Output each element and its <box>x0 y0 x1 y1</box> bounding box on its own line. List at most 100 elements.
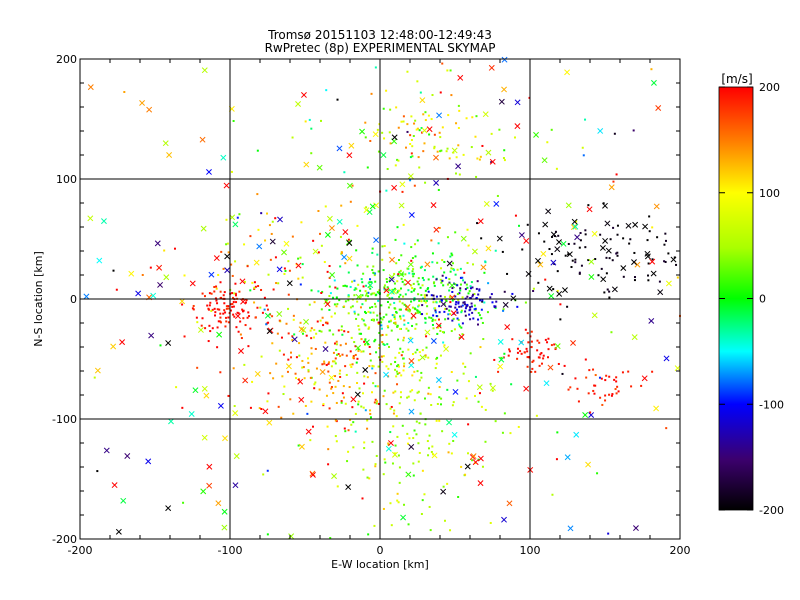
data-point-cross <box>366 209 373 216</box>
data-point <box>412 289 415 292</box>
data-point-cross <box>604 220 611 227</box>
data-point <box>419 412 422 415</box>
data-point <box>445 276 448 279</box>
data-point <box>481 300 484 303</box>
data-point-cross <box>410 312 417 319</box>
data-point <box>362 319 365 322</box>
data-point <box>443 310 446 313</box>
data-point <box>375 293 378 296</box>
data-point <box>402 339 405 342</box>
data-point-cross <box>328 374 335 381</box>
data-point-cross <box>497 363 504 370</box>
data-point <box>405 305 408 308</box>
data-point-cross <box>286 280 293 287</box>
data-point <box>220 250 223 253</box>
data-point <box>538 364 541 367</box>
data-point <box>334 357 337 360</box>
data-point <box>399 317 402 320</box>
data-point <box>272 377 275 380</box>
data-point <box>443 344 446 347</box>
data-point <box>501 250 504 253</box>
data-point <box>314 381 317 384</box>
data-point <box>357 403 360 406</box>
data-point <box>369 287 372 290</box>
data-point <box>431 261 434 264</box>
data-point <box>310 127 313 130</box>
data-point <box>112 269 115 272</box>
data-point <box>336 353 339 356</box>
data-point <box>582 154 585 157</box>
data-point <box>367 310 370 313</box>
data-point-cross <box>216 331 223 338</box>
data-point-cross <box>648 317 655 324</box>
data-point <box>395 375 398 378</box>
data-point <box>478 289 481 292</box>
data-point-cross <box>346 152 353 159</box>
data-point <box>526 365 529 368</box>
data-point-cross <box>96 257 103 264</box>
data-point <box>438 386 441 389</box>
data-point <box>301 332 304 335</box>
data-point <box>461 304 464 307</box>
data-point <box>366 166 369 169</box>
data-point <box>418 166 421 169</box>
data-point <box>435 295 438 298</box>
data-point <box>403 319 406 322</box>
data-point <box>230 263 233 266</box>
data-point <box>464 473 467 476</box>
data-point-cross <box>203 392 210 399</box>
data-point <box>573 242 576 245</box>
data-point <box>383 389 386 392</box>
data-point <box>438 311 441 314</box>
data-point <box>613 132 616 135</box>
data-point <box>289 351 292 354</box>
data-point <box>234 292 237 295</box>
data-point <box>454 303 457 306</box>
data-point <box>341 392 344 395</box>
data-point <box>457 144 460 147</box>
y-tick-label: 200 <box>56 53 77 66</box>
data-point <box>248 315 251 318</box>
data-point <box>397 365 400 368</box>
data-point <box>332 296 335 299</box>
data-point-cross <box>477 480 484 487</box>
data-point <box>301 276 304 279</box>
data-point-cross <box>220 154 227 161</box>
data-point <box>425 294 428 297</box>
data-point <box>397 259 400 262</box>
data-point <box>285 322 288 325</box>
data-point <box>411 272 414 275</box>
data-point <box>416 309 419 312</box>
data-point <box>452 439 455 442</box>
data-point <box>605 374 608 377</box>
data-point <box>328 308 331 311</box>
data-point-cross <box>554 343 561 350</box>
data-point-cross <box>110 343 117 350</box>
data-point <box>418 311 421 314</box>
data-point-cross <box>599 245 606 251</box>
data-point <box>381 333 384 336</box>
data-point <box>458 325 461 328</box>
data-point <box>555 458 558 461</box>
data-point <box>283 385 286 388</box>
data-point <box>368 306 371 309</box>
data-point-cross <box>328 225 335 232</box>
data-point <box>328 381 331 384</box>
data-point <box>246 316 249 319</box>
data-point <box>364 136 367 139</box>
data-point-cross <box>392 451 398 458</box>
data-point <box>350 336 353 339</box>
data-point <box>481 299 484 302</box>
data-point <box>442 341 445 344</box>
data-point <box>425 346 428 349</box>
data-point <box>489 382 492 385</box>
data-point <box>340 328 343 331</box>
data-point <box>277 405 280 408</box>
data-point <box>284 269 287 272</box>
data-point <box>424 321 427 324</box>
data-point <box>478 314 481 317</box>
data-point <box>376 314 379 317</box>
data-point <box>599 396 602 399</box>
data-point <box>458 109 461 112</box>
data-point-cross <box>556 290 563 297</box>
